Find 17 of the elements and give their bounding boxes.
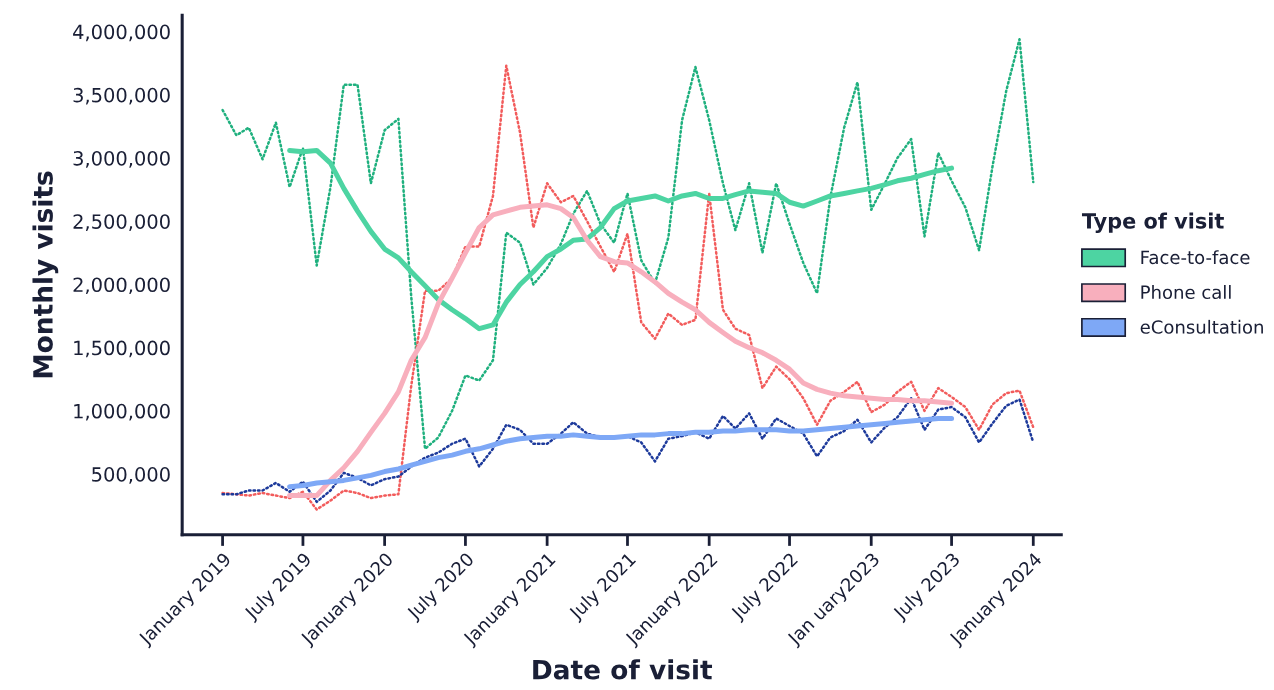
legend-title: Type of visit [1081,212,1224,233]
y-tick-label: 1,500,000 [74,340,170,358]
y-tick-label: 3,000,000 [73,150,170,168]
line-series [221,396,1035,504]
y-tick-label: 2,500,000 [73,214,170,231]
line-series [221,64,1035,511]
line-series [221,37,1035,451]
y-axis-title: Monthly visits [32,171,59,378]
legend-label: Face-to-face [1141,250,1250,265]
y-tick-label: 1,000,000 [74,403,170,421]
x-axis-title: Date of visit [533,659,713,680]
y-tick-label: 500,000 [92,467,170,484]
y-tick-label: 4,000,000 [73,24,170,42]
legend-label: eConsultation [1140,319,1263,334]
y-tick-label: 3,500,000 [73,87,170,105]
y-tick-label: 2,000,000 [73,277,170,295]
legend-label: Phone call [1141,285,1231,300]
